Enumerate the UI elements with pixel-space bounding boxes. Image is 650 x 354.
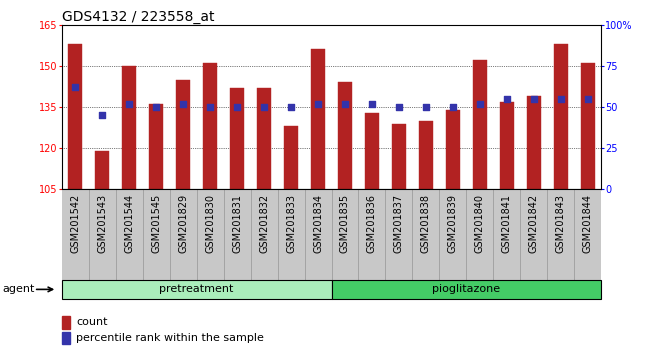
Text: GSM201831: GSM201831 bbox=[232, 194, 242, 253]
Point bbox=[97, 113, 107, 118]
Text: GSM201839: GSM201839 bbox=[448, 194, 458, 253]
Point bbox=[394, 104, 404, 110]
Text: GSM201841: GSM201841 bbox=[502, 194, 512, 253]
Point bbox=[151, 104, 161, 110]
Text: agent: agent bbox=[2, 284, 34, 295]
Text: GSM201542: GSM201542 bbox=[70, 194, 80, 253]
Bar bbox=[473, 61, 487, 189]
Bar bbox=[176, 80, 190, 189]
Text: count: count bbox=[76, 317, 108, 327]
Point bbox=[286, 104, 296, 110]
Bar bbox=[62, 316, 70, 329]
Text: GSM201543: GSM201543 bbox=[98, 194, 107, 253]
Bar bbox=[446, 110, 460, 189]
Text: GSM201838: GSM201838 bbox=[421, 194, 431, 253]
Text: GDS4132 / 223558_at: GDS4132 / 223558_at bbox=[62, 10, 214, 24]
Text: pretreatment: pretreatment bbox=[159, 284, 234, 295]
Text: GSM201840: GSM201840 bbox=[475, 194, 485, 253]
Point bbox=[448, 104, 458, 110]
Text: percentile rank within the sample: percentile rank within the sample bbox=[76, 333, 264, 343]
Point bbox=[124, 101, 135, 107]
Bar bbox=[62, 280, 332, 299]
Bar bbox=[527, 96, 541, 189]
Bar bbox=[311, 50, 325, 189]
Point bbox=[421, 104, 431, 110]
Point bbox=[232, 104, 242, 110]
Point bbox=[70, 85, 81, 90]
Bar bbox=[554, 44, 567, 189]
Text: GSM201833: GSM201833 bbox=[286, 194, 296, 253]
Bar bbox=[365, 113, 379, 189]
Bar bbox=[96, 151, 109, 189]
Bar bbox=[392, 124, 406, 189]
Point bbox=[582, 96, 593, 102]
Point bbox=[340, 101, 350, 107]
Bar bbox=[419, 121, 433, 189]
Text: pioglitazone: pioglitazone bbox=[432, 284, 500, 295]
Text: GSM201844: GSM201844 bbox=[583, 194, 593, 253]
Bar bbox=[500, 102, 514, 189]
Bar bbox=[338, 82, 352, 189]
Bar bbox=[230, 88, 244, 189]
Point bbox=[259, 104, 269, 110]
Point bbox=[556, 96, 566, 102]
Text: GSM201829: GSM201829 bbox=[178, 194, 188, 253]
Text: GSM201832: GSM201832 bbox=[259, 194, 269, 253]
Bar bbox=[150, 104, 163, 189]
Point bbox=[502, 96, 512, 102]
Point bbox=[178, 101, 188, 107]
Bar bbox=[257, 88, 271, 189]
Text: GSM201837: GSM201837 bbox=[394, 194, 404, 253]
Text: GSM201544: GSM201544 bbox=[124, 194, 134, 253]
Text: GSM201836: GSM201836 bbox=[367, 194, 377, 253]
Bar bbox=[284, 126, 298, 189]
Text: GSM201830: GSM201830 bbox=[205, 194, 215, 253]
Point bbox=[313, 101, 323, 107]
Bar bbox=[122, 66, 136, 189]
Text: GSM201843: GSM201843 bbox=[556, 194, 566, 253]
Text: GSM201834: GSM201834 bbox=[313, 194, 323, 253]
Point bbox=[205, 104, 215, 110]
Point bbox=[474, 101, 485, 107]
Bar bbox=[203, 63, 217, 189]
Point bbox=[367, 101, 377, 107]
Text: GSM201842: GSM201842 bbox=[529, 194, 539, 253]
Text: GSM201545: GSM201545 bbox=[151, 194, 161, 253]
Bar bbox=[581, 63, 595, 189]
Point bbox=[528, 96, 539, 102]
Bar bbox=[332, 280, 601, 299]
Bar bbox=[62, 332, 70, 344]
Text: GSM201835: GSM201835 bbox=[340, 194, 350, 253]
Bar bbox=[68, 44, 82, 189]
